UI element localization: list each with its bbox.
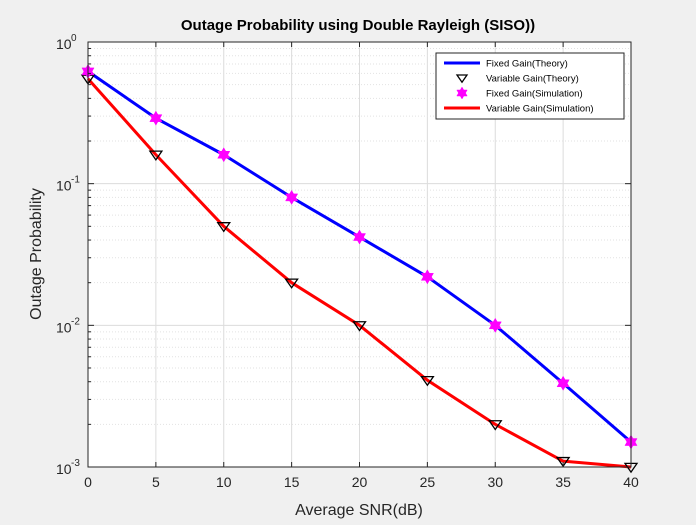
y-tick-label-exponent: 0 [71,33,77,44]
x-tick-label: 30 [487,474,503,490]
data-point [488,317,502,333]
legend-entry: Variable Gain(Theory) [486,74,579,85]
data-point [352,321,367,332]
y-tick-label-base: 10 [56,36,72,52]
x-axis-label: Average SNR(dB) [295,502,423,519]
legend-entry: Fixed Gain(Simulation) [486,89,583,100]
data-point [284,278,299,289]
legend-swatch [455,74,469,84]
x-tick-label: 5 [152,474,160,490]
legend-swatch [456,86,468,100]
x-tick-label: 20 [352,474,368,490]
y-tick-label-base: 10 [56,319,72,335]
x-tick-label: 25 [420,474,436,490]
x-tick-label: 40 [623,474,639,490]
legend-entry: Fixed Gain(Theory) [486,59,568,70]
data-point [555,456,571,468]
hexagram-triangle [420,273,434,285]
y-axis-label: Outage Probability [28,188,45,320]
y-tick-label-base: 10 [56,178,72,194]
data-point [420,269,434,285]
y-tick-label: 10 -1 [56,175,80,194]
y-tick-label: 10 -2 [56,316,80,335]
series-line [86,77,632,469]
series-layer [80,63,639,474]
data-point [285,189,299,205]
data-point [556,375,570,391]
y-tick-label-exponent: -3 [71,458,80,469]
data-point [217,147,231,163]
y-tick-label: 10 0 [56,33,77,52]
hexagram-triangle [285,193,299,205]
data-point [353,229,366,245]
legend: Fixed Gain(Theory) Variable Gain(Theory) F… [435,52,625,120]
data-point [488,420,503,431]
series-3 [86,77,632,469]
x-tick-label: 15 [284,474,300,490]
y-tick-label-base: 10 [56,461,72,477]
y-tick-label-exponent: -2 [71,316,80,327]
x-tick-label: 10 [216,474,232,490]
hexagram-triangle [556,379,570,391]
data-point [148,150,164,161]
data-point [216,222,231,233]
hexagram-triangle [149,114,163,126]
hexagram-triangle [488,321,502,333]
data-point [420,375,435,387]
x-tick-label: 0 [84,474,92,490]
x-tick-label: 35 [555,474,571,490]
y-tick-label-exponent: -1 [71,175,80,186]
hexagram-triangle [217,151,231,163]
hexagram-triangle [456,89,468,100]
legend-entry: Variable Gain(Simulation) [486,104,594,115]
data-point [149,110,163,126]
chart-title: Outage Probability using Double Rayleigh… [181,17,535,34]
series-1 [80,74,639,474]
y-tick-label: 10 -3 [56,458,80,477]
hexagram-triangle [353,233,366,245]
